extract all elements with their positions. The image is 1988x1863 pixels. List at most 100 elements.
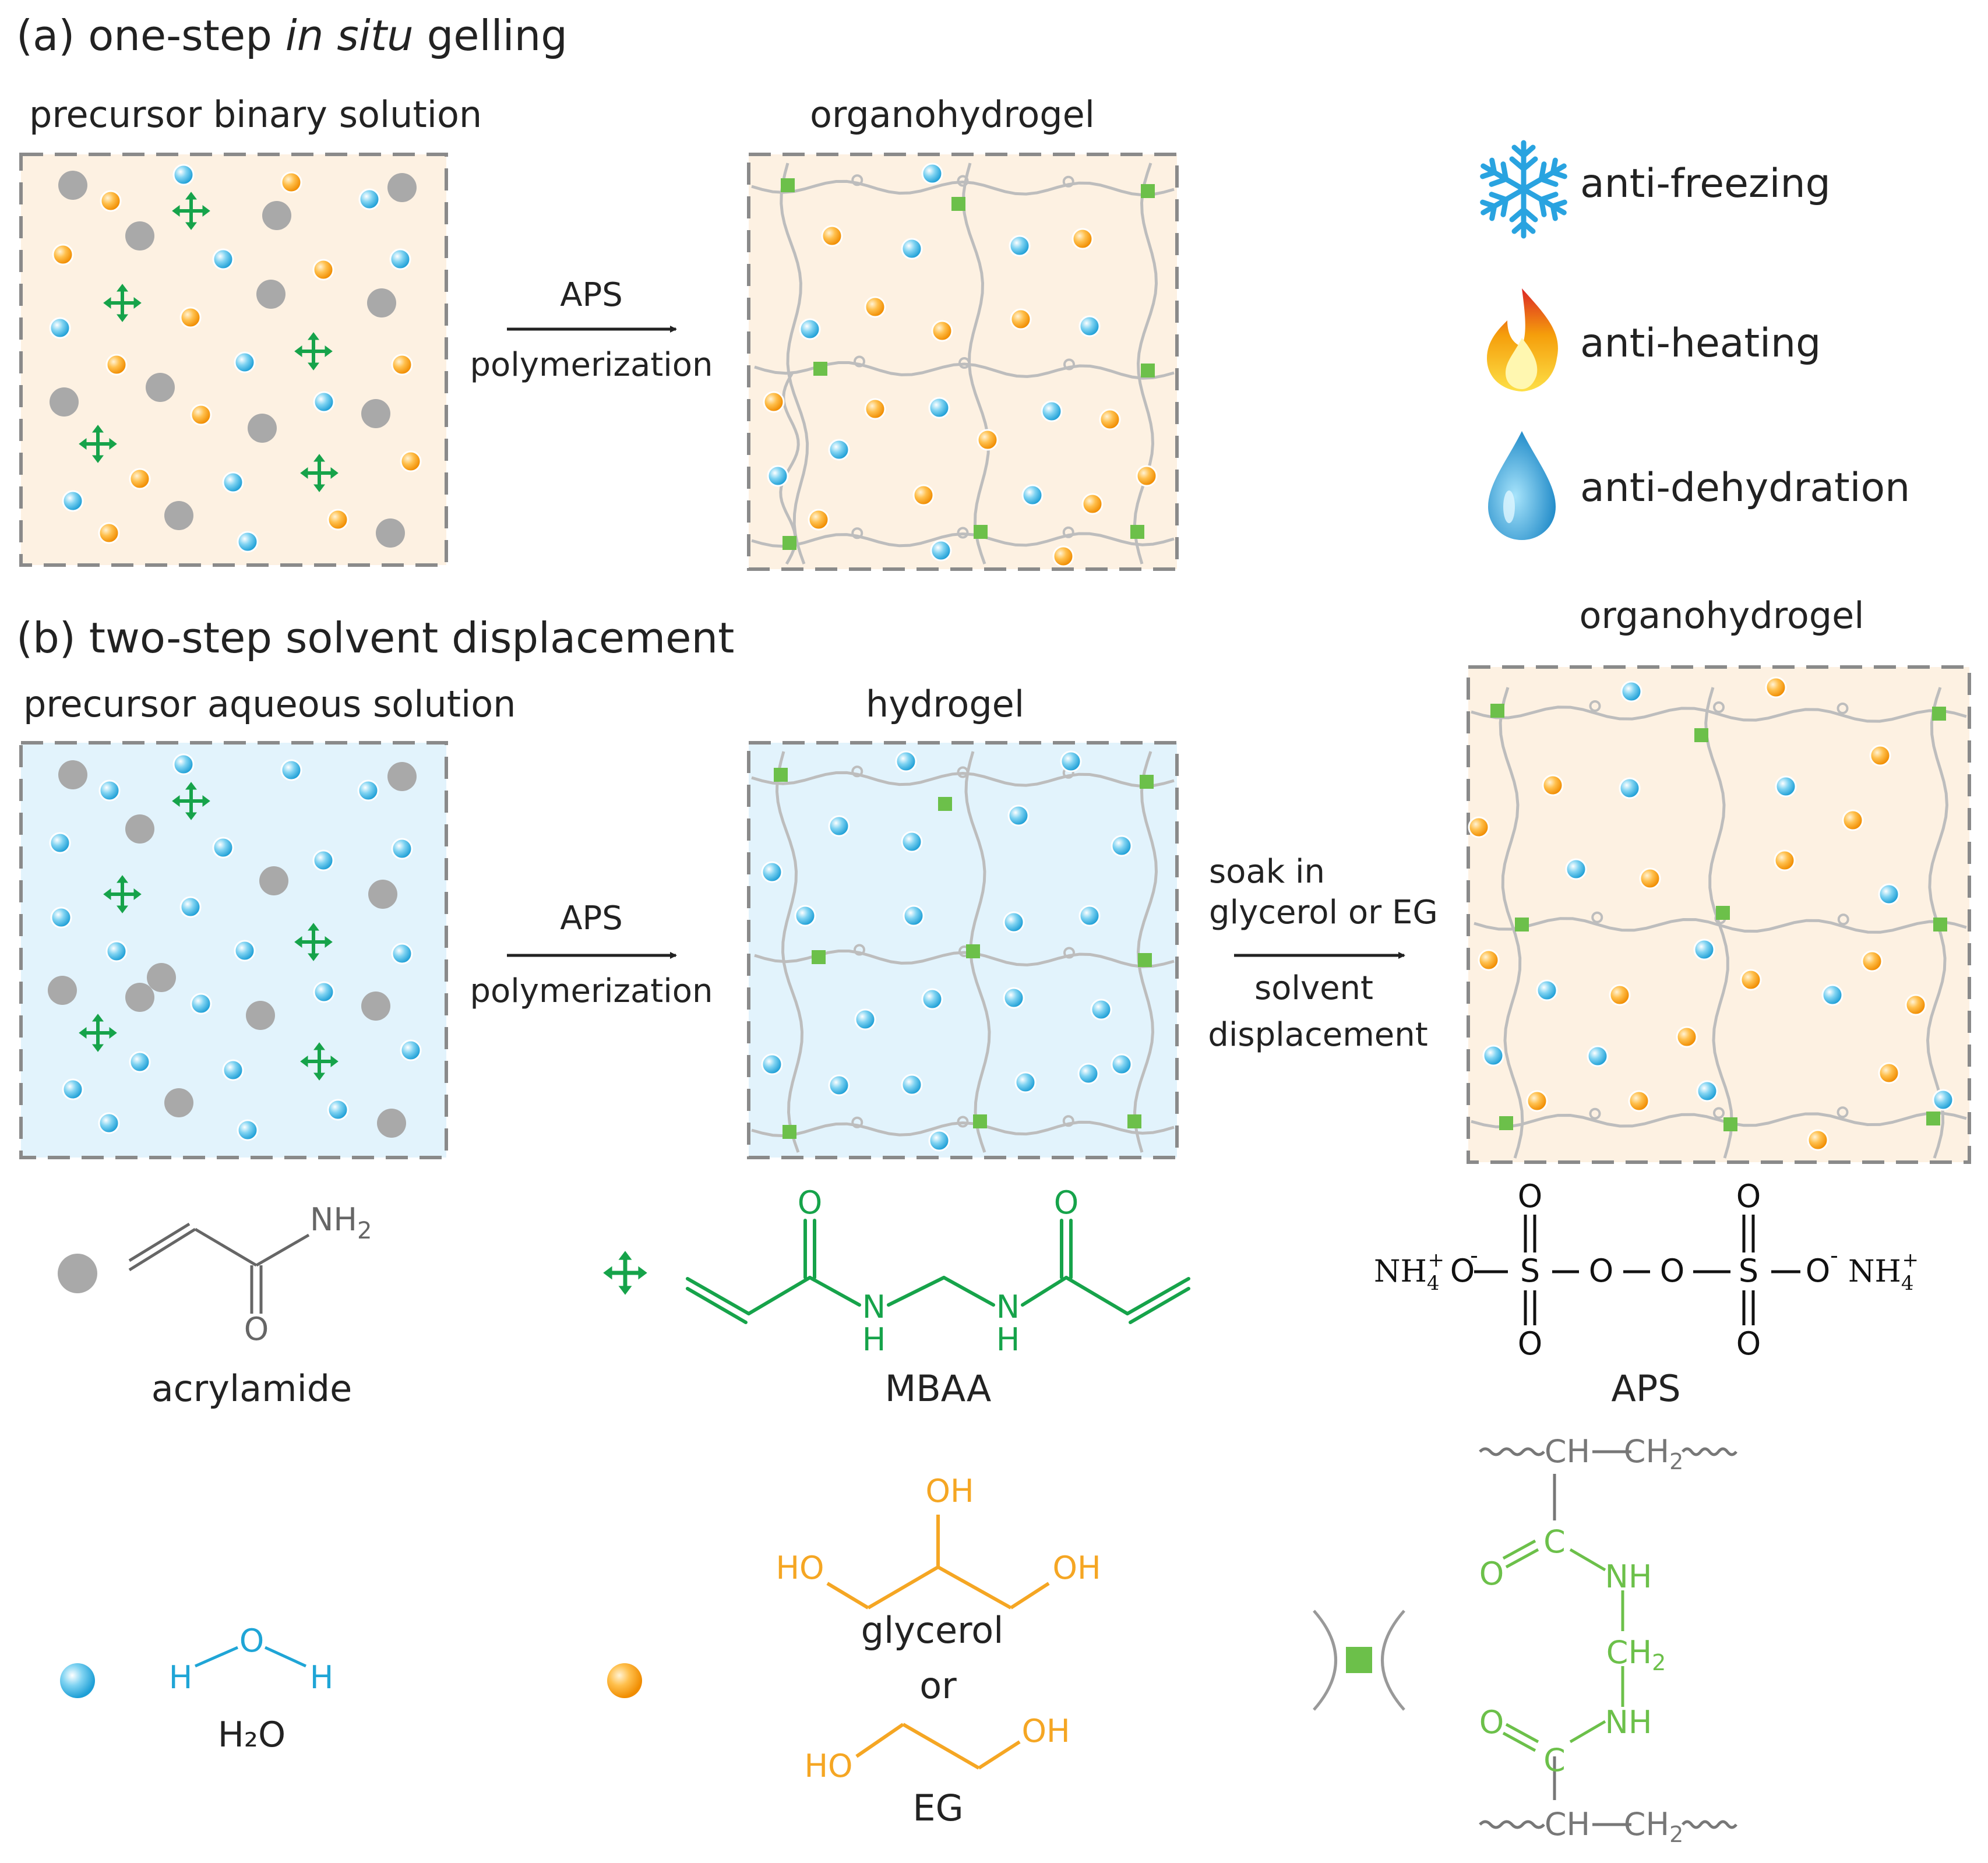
polymer-chain-loop: [1837, 1106, 1849, 1118]
water-particle: [389, 248, 411, 270]
water-h-left: H: [169, 1659, 193, 1696]
polymer-chain: [1471, 1112, 1967, 1128]
solvent-particle: [1842, 809, 1864, 831]
water-particle: [105, 940, 128, 962]
box-a-right-network: [751, 163, 1175, 567]
mbaa-n-right: N: [996, 1289, 1020, 1325]
crosslink-point: [938, 797, 952, 811]
glycerol-structure: [826, 1515, 1050, 1610]
water-particle: [1003, 987, 1025, 1009]
solvent-particle: [391, 354, 413, 376]
snowflake-arm: [1480, 157, 1527, 192]
monomer-particle: [164, 501, 193, 530]
crosslinker-symbol: [603, 1251, 647, 1295]
solvent-particle: [1478, 949, 1500, 971]
water-particle: [828, 439, 850, 461]
box-a-right: [747, 153, 1179, 571]
solvent-particle: [977, 429, 999, 451]
arrow-b2-top-label-1: soak in: [1209, 853, 1325, 891]
crosslink-c-top: C: [1543, 1523, 1566, 1560]
solvent-particle: [1071, 228, 1094, 250]
box-b-left: [19, 741, 448, 1159]
monomer-particle: [246, 1001, 275, 1030]
solvent-particle: [1869, 745, 1891, 767]
crosslink-ch2-bottom: CH2: [1624, 1806, 1684, 1847]
aps-o-top-left: O: [1518, 1178, 1543, 1215]
water-particle: [391, 838, 413, 860]
arrow-b2-bottom-label-2: displacement: [1208, 1016, 1427, 1054]
crosslink-point: [1499, 1116, 1513, 1130]
crosslink-point: [1933, 918, 1947, 932]
water-particle: [1696, 1080, 1718, 1102]
polymer-chain-loop: [851, 1116, 863, 1128]
water-particle: [237, 1119, 259, 1141]
water-particle: [1693, 938, 1715, 961]
solvent-particle: [105, 354, 128, 376]
polymer-chain: [751, 771, 1175, 788]
monomer-particle: [58, 760, 87, 789]
solvent-particle: [864, 398, 886, 420]
aps-o-minus-right: O: [1806, 1252, 1831, 1289]
solvent-particle: [129, 468, 151, 490]
panel-b-label: (b) two-step solvent displacement: [16, 613, 734, 662]
solvent-particle: [1807, 1129, 1829, 1151]
mbaa-o-right: O: [1054, 1184, 1079, 1221]
mbaa-h-right: H: [996, 1321, 1020, 1358]
water-particle: [1932, 1089, 1954, 1111]
monomer-particle: [125, 221, 154, 250]
crosslink-point: [1140, 775, 1154, 789]
water-label: H₂O: [218, 1714, 285, 1755]
aps-s-left: S: [1520, 1252, 1540, 1289]
polymer-chain-loop: [851, 527, 863, 539]
polymer-chain: [961, 163, 991, 564]
solvent-particle: [1609, 984, 1631, 1006]
water-particle: [1111, 835, 1133, 857]
crosslink-point: [973, 1114, 987, 1128]
solvent-particle: [1639, 867, 1661, 890]
water-particle: [1821, 984, 1844, 1006]
polymer-chain-loop: [1591, 911, 1603, 923]
crosslink-point: [1515, 918, 1529, 932]
crosslink-point: [1694, 728, 1708, 742]
water-particle: [921, 988, 943, 1010]
solvent-particle: [1905, 994, 1927, 1016]
polymer-chain-loop: [1063, 947, 1075, 959]
solvent-particle: [1081, 493, 1104, 515]
mbaa-o-left: O: [798, 1184, 823, 1221]
crosslink-point: [1141, 364, 1155, 377]
water-particle: [901, 1074, 923, 1096]
solvent-particle: [327, 509, 349, 531]
water-particle: [98, 1112, 120, 1134]
polymer-chain-loop: [1062, 526, 1074, 538]
crosslinker-particle: [294, 923, 333, 961]
panel-b-right-title: organohydrogel: [1579, 594, 1864, 637]
snowflake-arm: [1509, 140, 1538, 192]
crosslink-structure: [1479, 1447, 1737, 1829]
water-particle: [391, 943, 413, 965]
polymer-chain: [1704, 687, 1733, 1159]
water-particle: [1078, 905, 1101, 927]
water-particle: [928, 397, 950, 419]
crosslink-point: [974, 525, 988, 539]
solvent-particle: [1052, 545, 1074, 567]
polymer-chain: [1133, 163, 1158, 564]
solvent-particle: [864, 296, 886, 318]
solvent-particle: [1468, 816, 1490, 838]
box-b-middle-network: [751, 750, 1175, 1153]
monomer-particle: [58, 171, 87, 200]
monomer-particle: [48, 976, 77, 1005]
monomer-particle: [248, 414, 277, 443]
crosslinker-particle: [79, 1014, 117, 1052]
solvent-particle: [400, 450, 422, 472]
solvent-particle: [280, 171, 302, 193]
water-particle: [62, 1078, 84, 1100]
crosslink-ch2-top: CH2: [1624, 1433, 1684, 1474]
water-particle: [901, 831, 923, 853]
aps-label: APS: [1611, 1367, 1680, 1410]
crosslink-point: [1490, 704, 1504, 718]
flame-icon: [1487, 288, 1558, 391]
water-particle: [794, 905, 816, 927]
crosslink-point: [812, 950, 826, 964]
polymer-chain: [780, 163, 809, 564]
